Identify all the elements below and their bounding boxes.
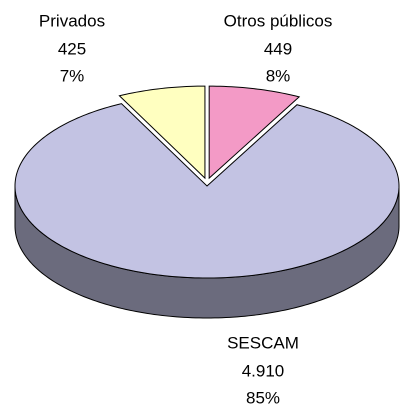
- percentage-label: 8%: [266, 66, 291, 85]
- percentage-label: 85%: [246, 388, 280, 407]
- category-label: Otros públicos: [224, 11, 333, 30]
- percentage-label: 7%: [60, 66, 85, 85]
- value-label: 4.910: [242, 361, 285, 380]
- slice: [14, 103, 400, 279]
- category-label: Privados: [39, 11, 105, 30]
- category-label: SESCAM: [227, 333, 299, 352]
- slice: [118, 85, 206, 180]
- value-label: 449: [264, 39, 292, 58]
- slice: [208, 85, 301, 180]
- value-label: 425: [58, 39, 86, 58]
